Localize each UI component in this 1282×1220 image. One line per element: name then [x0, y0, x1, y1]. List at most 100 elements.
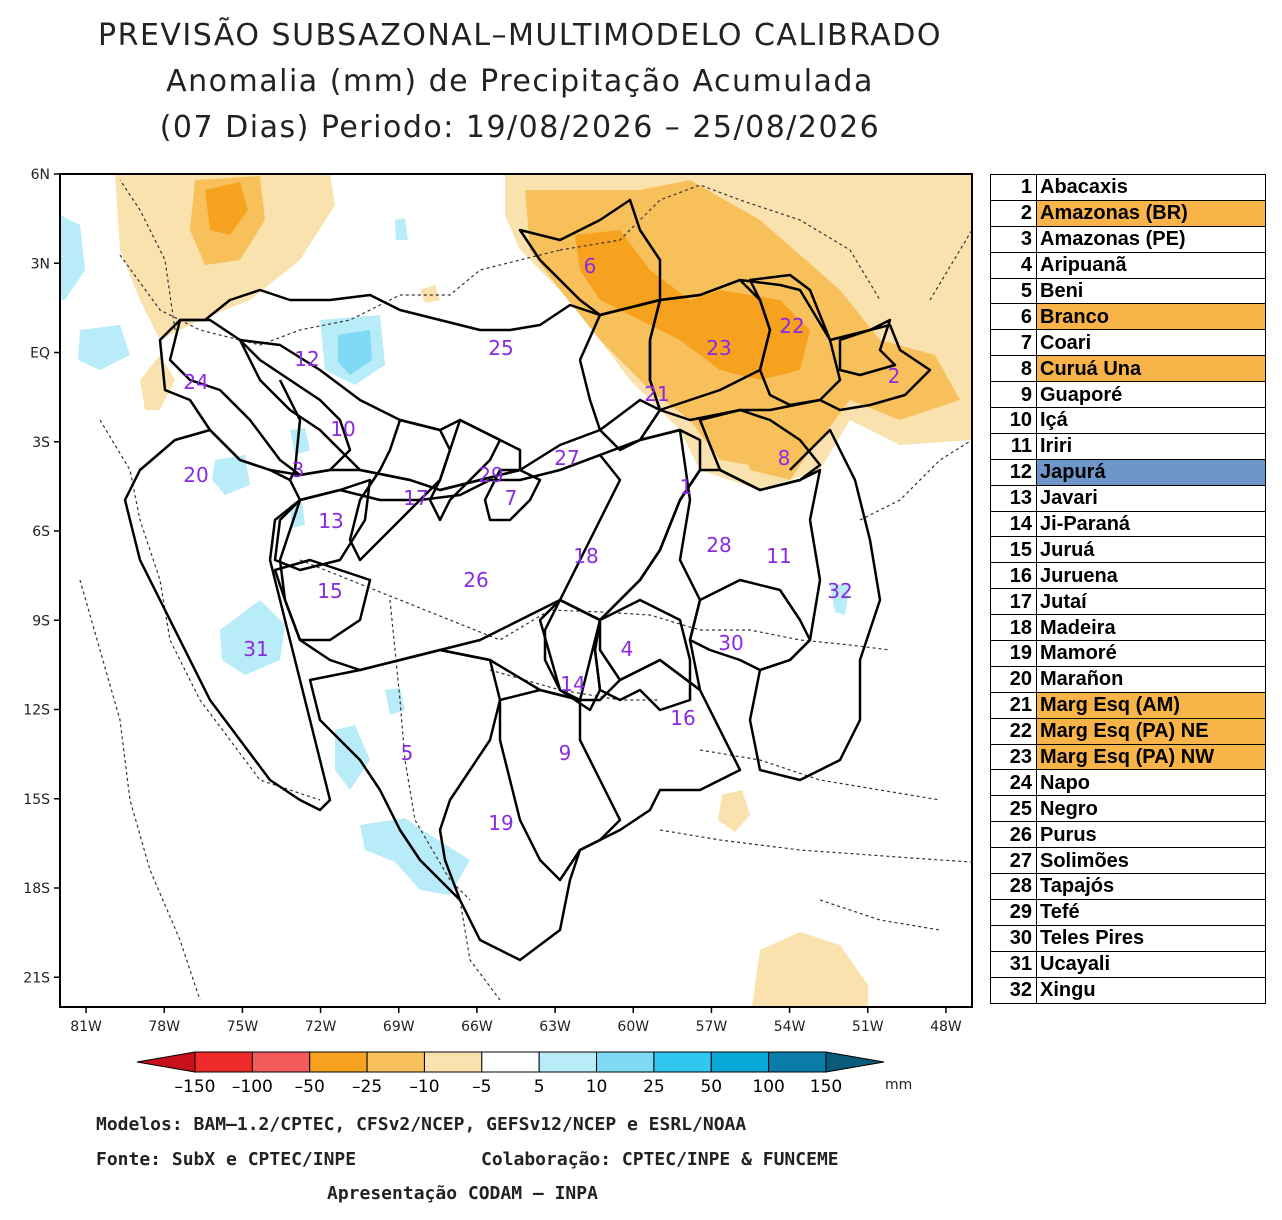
legend-row-number: 18 — [990, 614, 1037, 642]
basin-label-28: 28 — [706, 533, 731, 557]
basin-outline-11 — [748, 273, 842, 407]
legend-row-number: 7 — [990, 329, 1037, 357]
legend-row: 6 Branco — [990, 303, 1266, 331]
legend-row-number: 31 — [990, 950, 1037, 978]
legend-row-name: Xingu — [1036, 976, 1266, 1004]
basin-label-27: 27 — [554, 446, 579, 470]
lat-tick-label: EQ — [30, 346, 50, 362]
legend-row-number: 10 — [990, 407, 1037, 434]
basin-number-labels: 1 2 3 4 5 6 7 8 9 10 11 12 13 14 15 16 1… — [183, 254, 900, 835]
colorbar-tick-label: 50 — [700, 1077, 722, 1097]
colorbar-tick-label: –100 — [232, 1077, 273, 1097]
basin-outline-21 — [498, 688, 622, 882]
basin-outline-12 — [578, 298, 662, 452]
colorbar-tick-label: –10 — [409, 1077, 439, 1097]
legend-row-name: Içá — [1036, 407, 1266, 434]
legend-row-name: Jutaí — [1036, 588, 1266, 616]
basin-outline-18 — [273, 478, 372, 572]
legend-row-number: 32 — [990, 976, 1037, 1004]
legend-row-number: 2 — [990, 199, 1037, 227]
legend-row-name: Tefé — [1036, 898, 1266, 926]
basin-outline-4 — [308, 648, 742, 962]
legend-row: 13 Javari — [990, 484, 1266, 512]
legend-row: 7 Coari — [990, 329, 1266, 357]
plot-frame — [59, 173, 973, 1008]
legend-row-name: Purus — [1036, 821, 1266, 849]
legend-row-name: Branco — [1036, 303, 1266, 331]
lon-tick-label: 75W — [227, 1019, 259, 1035]
legend-row: 4 Aripuanã — [990, 251, 1266, 279]
basin-outline-23 — [543, 598, 602, 712]
border-line-4 — [389, 599, 471, 901]
legend-row: 2 Amazonas (BR) — [990, 199, 1266, 227]
axis-layer: 6N 3N EQ 3S 6S 9S 12S 15S 18S 21S 81W 78W 75W 72W 69W 6… — [23, 167, 962, 1035]
anomaly-spot-1 — [718, 790, 750, 832]
legend-row: 17 Jutaí — [990, 588, 1266, 616]
lat-tick-label: 21S — [23, 970, 50, 986]
footer-source: Fonte: SubX e CPTEC/INPE — [96, 1149, 357, 1170]
lon-tick-label: 81W — [70, 1019, 102, 1035]
legend-row-name: Juruá — [1036, 536, 1266, 564]
legend-row: 20 Marañon — [990, 665, 1266, 693]
lon-tick-label: 78W — [148, 1019, 180, 1035]
anomaly-blue-beni — [335, 725, 370, 790]
lon-tick-label: 48W — [930, 1019, 962, 1035]
legend-row-number: 24 — [990, 769, 1037, 797]
legend-row-number: 14 — [990, 510, 1037, 538]
legend-row: 11 Iriri — [990, 432, 1266, 460]
colorbar-tick-label: –25 — [352, 1077, 382, 1097]
basin-label-2: 2 — [888, 364, 901, 388]
colorbar-segment — [596, 1051, 655, 1073]
legend-row: 25 Negro — [990, 795, 1266, 823]
colorbar-tick-label: 150 — [810, 1077, 842, 1097]
legend-row-name: Napo — [1036, 769, 1266, 797]
legend-row-name: Iriri — [1036, 432, 1266, 460]
lon-tick-label: 51W — [852, 1019, 884, 1035]
anomaly-blue-xingu — [830, 585, 850, 615]
basin-label-4: 4 — [621, 637, 634, 661]
legend-row: 18 Madeira — [990, 614, 1266, 642]
legend-row: 21 Marg Esq (AM) — [990, 691, 1266, 719]
colorbar-segment — [194, 1051, 253, 1073]
legend-row-name: Amazonas (BR) — [1036, 199, 1266, 227]
basin-label-7: 7 — [505, 486, 518, 510]
basin-label-26: 26 — [463, 568, 488, 592]
basin-label-13: 13 — [318, 509, 343, 533]
basin-label-5: 5 — [401, 741, 414, 765]
basin-label-29: 29 — [478, 463, 503, 487]
legend-row: 30 Teles Pires — [990, 924, 1266, 952]
lat-tick-label: 9S — [32, 613, 50, 629]
legend-row: 28 Tapajós — [990, 873, 1266, 900]
legend-row-name: Solimões — [1036, 847, 1266, 875]
border-line-7 — [659, 829, 972, 863]
colorbar-unit: mm — [885, 1077, 912, 1093]
legend-row-number: 29 — [990, 898, 1037, 926]
legend-row-number: 3 — [990, 225, 1037, 253]
basin-label-22: 22 — [779, 314, 804, 338]
basin-label-6: 6 — [584, 254, 597, 278]
anomaly-blue-marañon — [212, 455, 250, 495]
lat-tick-label: 3S — [32, 435, 50, 451]
basin-outline-14 — [238, 338, 522, 492]
border-line-9 — [699, 749, 941, 801]
legend-row-number: 26 — [990, 821, 1037, 849]
legend-row-number: 11 — [990, 432, 1037, 460]
basin-label-30: 30 — [718, 631, 743, 655]
basin-label-3: 3 — [292, 458, 305, 482]
colorbar-segment — [481, 1051, 540, 1073]
legend-row-name: Mamoré — [1036, 640, 1266, 667]
colorbar-tick-label: –150 — [175, 1077, 216, 1097]
basin-label-24: 24 — [183, 370, 208, 394]
legend-row-name: Marg Esq (PA) NW — [1036, 743, 1266, 771]
legend-row: 23 Marg Esq (PA) NW — [990, 743, 1266, 771]
legend-row-name: Teles Pires — [1036, 924, 1266, 952]
legend-row: 9 Guaporé — [990, 381, 1266, 409]
lon-tick-label: 66W — [461, 1019, 493, 1035]
legend-row-number: 5 — [990, 277, 1037, 305]
legend-row: 27 Solimões — [990, 847, 1266, 875]
colorbar-segment — [710, 1051, 770, 1073]
basin-outline-26 — [838, 318, 897, 377]
legend-row: 3 Amazonas (PE) — [990, 225, 1266, 253]
legend-row: 32 Xingu — [990, 976, 1266, 1004]
lat-tick-label: 6S — [32, 524, 50, 540]
